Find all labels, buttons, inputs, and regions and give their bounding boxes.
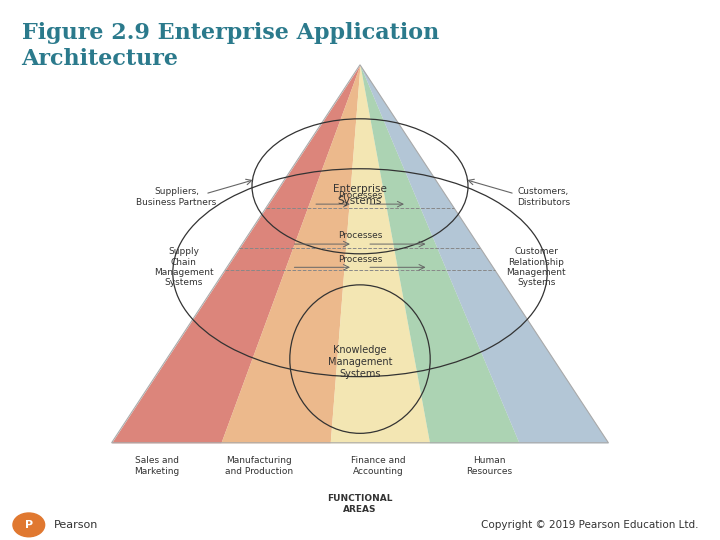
Text: Processes: Processes	[338, 254, 382, 264]
Text: Knowledge
Management
Systems: Knowledge Management Systems	[328, 345, 392, 379]
Text: FUNCTIONAL
AREAS: FUNCTIONAL AREAS	[328, 494, 392, 514]
Text: Figure 2.9 Enterprise Application
Architecture: Figure 2.9 Enterprise Application Archit…	[22, 22, 439, 70]
Text: Processes: Processes	[338, 231, 382, 240]
Text: Customer
Relationship
Management
Systems: Customer Relationship Management Systems	[507, 247, 566, 287]
Text: Customers,
Distributors: Customers, Distributors	[517, 187, 570, 207]
Text: Supply
Chain
Management
Systems: Supply Chain Management Systems	[154, 247, 213, 287]
Text: Finance and
Accounting: Finance and Accounting	[351, 456, 405, 476]
Circle shape	[13, 513, 45, 537]
Text: P: P	[24, 520, 33, 530]
Text: Pearson: Pearson	[54, 520, 99, 530]
Text: Manufacturing
and Production: Manufacturing and Production	[225, 456, 293, 476]
Text: Processes: Processes	[338, 191, 382, 200]
Text: Suppliers,
Business Partners: Suppliers, Business Partners	[136, 187, 217, 207]
Text: Human
Resources: Human Resources	[467, 456, 513, 476]
Text: Sales and
Marketing: Sales and Marketing	[135, 456, 179, 476]
Text: Copyright © 2019 Pearson Education Ltd.: Copyright © 2019 Pearson Education Ltd.	[481, 520, 698, 530]
Text: Enterprise
Systems: Enterprise Systems	[333, 185, 387, 206]
